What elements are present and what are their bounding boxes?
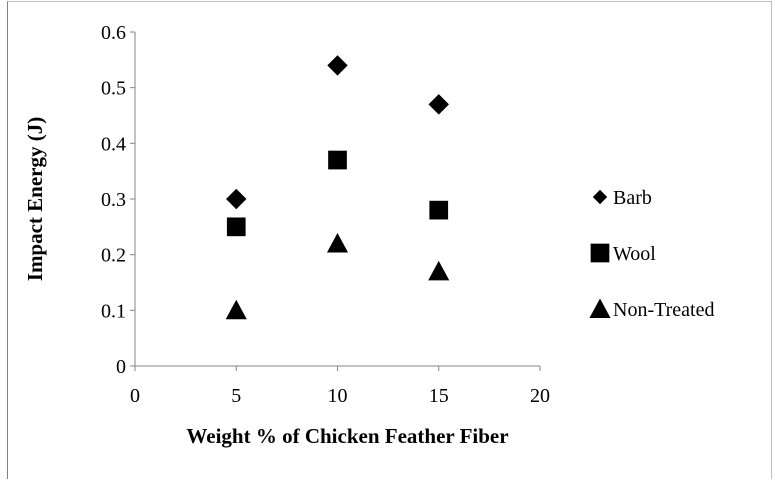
y-tick-label: 0.4 bbox=[101, 133, 126, 155]
legend-label-barb: Barb bbox=[613, 187, 652, 209]
x-tick-label: 0 bbox=[130, 385, 140, 407]
y-tick-label: 0.5 bbox=[101, 78, 126, 100]
wool-point bbox=[328, 150, 347, 170]
y-tick-label: 0.2 bbox=[101, 245, 126, 267]
wool-point bbox=[226, 217, 246, 237]
barb-point bbox=[327, 55, 348, 76]
x-axis-title: Weight % of Chicken Feather Fiber bbox=[186, 424, 508, 448]
legend-marker-wool bbox=[590, 243, 610, 263]
axes bbox=[130, 31, 541, 371]
data-points bbox=[225, 55, 450, 320]
y-tick-label: 0.1 bbox=[101, 300, 126, 322]
legend: Barb Wool Non-Treated bbox=[589, 187, 714, 321]
x-tick-label: 10 bbox=[328, 385, 348, 407]
y-tick-labels: 0 0.1 0.2 0.3 0.4 0.5 0.6 bbox=[101, 22, 126, 378]
legend-label-non-treated: Non-Treated bbox=[613, 299, 714, 321]
y-tick-label: 0.3 bbox=[101, 189, 126, 211]
x-tick-labels: 0 5 10 15 20 bbox=[130, 385, 550, 407]
non-treated-point bbox=[225, 299, 247, 320]
x-tick-label: 15 bbox=[429, 385, 449, 407]
x-tick-label: 20 bbox=[530, 385, 550, 407]
legend-marker-non-treated bbox=[589, 298, 611, 318]
barb-point bbox=[428, 94, 449, 115]
non-treated-point bbox=[428, 260, 450, 281]
x-tick-label: 5 bbox=[231, 385, 241, 407]
wool-point bbox=[429, 200, 449, 220]
y-tick-label: 0 bbox=[116, 356, 126, 378]
barb-point bbox=[226, 188, 247, 210]
legend-marker-barb bbox=[592, 189, 608, 205]
non-treated-point bbox=[326, 232, 349, 253]
y-tick-label: 0.6 bbox=[101, 22, 126, 44]
legend-label-wool: Wool bbox=[613, 243, 656, 265]
chart-frame bbox=[7, 1, 772, 479]
y-axis-title: Impact Energy (J) bbox=[23, 117, 47, 281]
